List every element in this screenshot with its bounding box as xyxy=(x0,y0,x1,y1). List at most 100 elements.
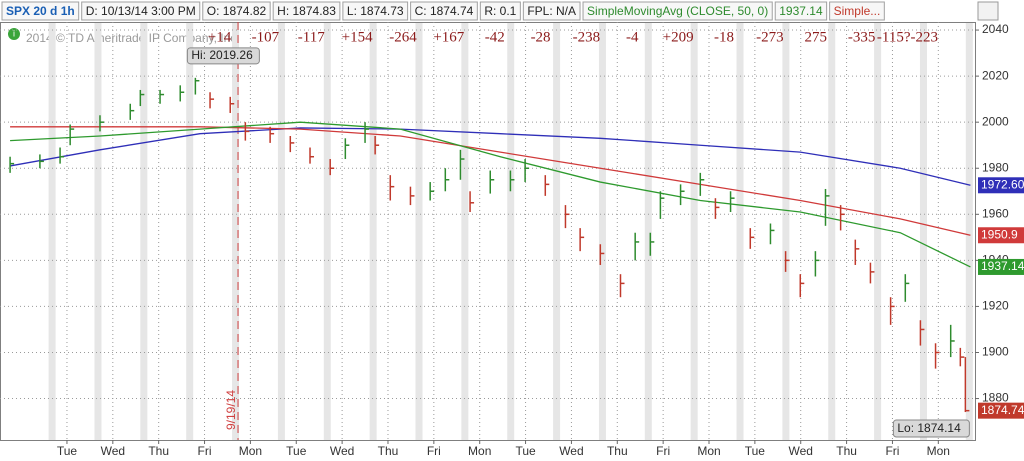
header-field: SPX 20 d 1h xyxy=(6,4,75,18)
header-field-box xyxy=(522,1,581,21)
header-field: H: 1874.83 xyxy=(277,4,336,18)
hi-callout xyxy=(186,47,260,65)
lo-label: Lo: 1874.14 xyxy=(897,421,961,435)
price-tag xyxy=(978,227,1024,244)
x-tick-label: Wed xyxy=(330,444,354,458)
x-tick-label: Mon xyxy=(697,444,720,458)
x-tick-label: Thu xyxy=(836,444,857,458)
session-stripe xyxy=(48,23,56,440)
change-label: -115?-223 xyxy=(877,29,938,45)
session-stripe xyxy=(186,23,194,440)
price-tag xyxy=(978,177,1024,194)
session-stripe xyxy=(782,23,790,440)
change-label: -28 xyxy=(531,29,551,45)
change-label: -238 xyxy=(573,29,601,45)
x-tick-label: Mon xyxy=(927,444,950,458)
x-tick-label: Tue xyxy=(57,444,78,458)
session-stripe xyxy=(415,23,423,440)
change-label: -264 xyxy=(389,29,417,45)
change-label: -335 xyxy=(848,29,876,45)
change-label: +167 xyxy=(433,29,464,45)
session-stripe xyxy=(553,23,561,440)
x-tick-label: Wed xyxy=(101,444,125,458)
x-tick-label: Mon xyxy=(468,444,491,458)
moving-average xyxy=(9,127,971,186)
x-tick-label: Thu xyxy=(607,444,628,458)
price-tag xyxy=(978,258,1024,275)
header-field: 1937.14 xyxy=(779,4,823,18)
x-tick-label: Fri xyxy=(885,444,899,458)
session-stripe xyxy=(690,23,698,440)
header-field-box xyxy=(829,1,885,21)
x-tick-label: Tue xyxy=(286,444,307,458)
header-field-box xyxy=(774,1,828,21)
price-tag xyxy=(978,402,1024,419)
x-tick-label: Tue xyxy=(515,444,536,458)
info-icon[interactable] xyxy=(8,28,20,40)
header-bar: SPX 20 d 1h D: 10/13/14 3:00 PM O: 1874.82… xyxy=(1,1,885,21)
x-tick-label: Thu xyxy=(148,444,169,458)
x-tick-label: Mon xyxy=(239,444,262,458)
session-stripe xyxy=(736,23,744,440)
header-field-box xyxy=(202,1,271,21)
session-stripe xyxy=(94,23,102,440)
header-field: FPL: N/A xyxy=(527,4,576,18)
header-field-box xyxy=(479,1,521,21)
header-field: L: 1874.73 xyxy=(347,4,404,18)
y-tick-label: 1960 xyxy=(982,206,1009,220)
change-label: -273 xyxy=(756,29,784,45)
moving-average xyxy=(10,126,971,236)
header-field-box xyxy=(342,1,409,21)
header-field: Simple... xyxy=(834,4,881,18)
plot-frame xyxy=(0,22,976,441)
x-tick-label: Tue xyxy=(745,444,766,458)
header-field-box xyxy=(81,1,201,21)
y-tick-label: 1920 xyxy=(982,299,1009,313)
session-stripe xyxy=(323,23,331,440)
price-tag-label: 1972.60 xyxy=(981,177,1024,191)
header-field: R: 0.1 xyxy=(484,4,516,18)
header-field: D: 10/13/14 3:00 PM xyxy=(86,4,196,18)
header-field-box xyxy=(410,1,478,21)
y-tick-label: 1980 xyxy=(982,160,1009,174)
session-stripe xyxy=(140,23,148,440)
moving-average xyxy=(10,121,971,268)
settings-icon[interactable] xyxy=(977,1,999,21)
header-field: SimpleMovingAvg (CLOSE, 50, 0) xyxy=(587,4,768,18)
change-label: -117 xyxy=(298,29,325,45)
info-icon-glyph: i xyxy=(13,28,15,38)
lo-callout xyxy=(892,419,970,438)
y-tick-label: 2040 xyxy=(982,22,1009,36)
session-stripe xyxy=(461,23,469,440)
session-stripe xyxy=(874,23,882,440)
y-tick-label: 1880 xyxy=(982,391,1009,405)
session-stripe xyxy=(277,23,285,440)
change-label: +14 xyxy=(208,29,232,45)
change-label: 275 xyxy=(804,29,827,45)
header-field-box xyxy=(1,1,80,21)
change-label: -4 xyxy=(626,29,639,45)
x-tick-label: Fri xyxy=(198,444,212,458)
x-tick-label: Fri xyxy=(427,444,441,458)
change-label: -42 xyxy=(485,29,505,45)
session-stripe xyxy=(828,23,836,440)
hi-label: Hi: 2019.26 xyxy=(191,48,253,62)
y-tick-label: 1900 xyxy=(982,345,1009,359)
x-tick-label: Thu xyxy=(378,444,399,458)
change-label: +209 xyxy=(663,29,694,45)
header-field: C: 1874.74 xyxy=(415,4,474,18)
price-tag-label: 1937.14 xyxy=(981,259,1024,273)
price-tag-label: 1950.9 xyxy=(981,227,1018,241)
price-tag-label: 1874.74 xyxy=(981,403,1024,417)
session-stripe xyxy=(507,23,515,440)
session-stripe xyxy=(369,23,377,440)
header-field-box xyxy=(582,1,773,21)
change-label: -18 xyxy=(714,29,734,45)
session-stripe xyxy=(644,23,652,440)
session-stripe xyxy=(919,23,927,440)
event-label: 9/19/14 xyxy=(224,390,238,430)
change-label: -107 xyxy=(252,29,280,45)
y-tick-label: 2020 xyxy=(982,68,1009,82)
x-tick-label: Wed xyxy=(559,444,583,458)
